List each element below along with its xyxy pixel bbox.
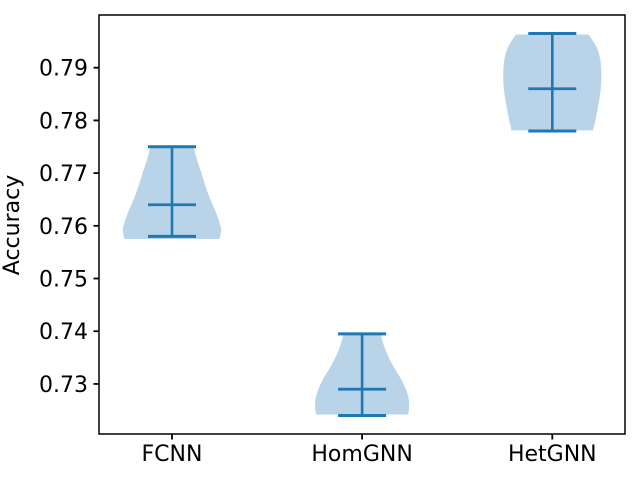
- y-axis-label: Accuracy: [0, 175, 25, 275]
- x-tick-label: HomGNN: [311, 442, 412, 467]
- y-tick-label: 0.79: [39, 57, 88, 82]
- y-tick-label: 0.78: [39, 109, 88, 134]
- y-tick-label: 0.75: [39, 268, 88, 293]
- y-tick-label: 0.73: [39, 373, 88, 398]
- y-tick-label: 0.74: [39, 320, 88, 345]
- x-tick-label: HetGNN: [508, 442, 597, 467]
- whiskers-group: [148, 31, 577, 418]
- y-tick-label: 0.76: [39, 215, 88, 240]
- x-tick-label: FCNN: [142, 442, 203, 467]
- y-axis: 0.73 0.74 0.75 0.76 0.77 0.78 0.79: [39, 57, 99, 398]
- y-tick-label: 0.77: [39, 162, 88, 187]
- x-axis: FCNN HomGNN HetGNN: [142, 434, 597, 467]
